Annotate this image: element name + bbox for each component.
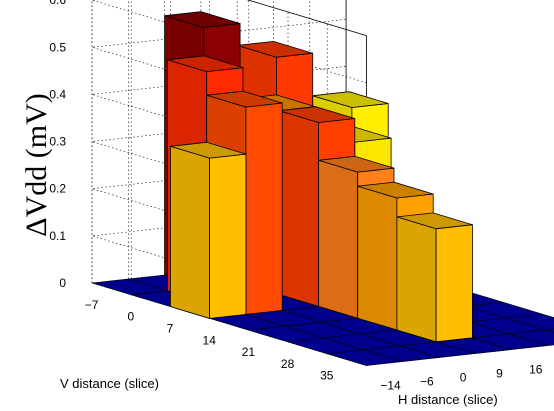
h-axis-label: H distance (slice) — [398, 392, 498, 407]
bar-side-face — [357, 185, 398, 331]
bar-top-face — [164, 11, 241, 28]
x-tick-labels: −14−6091624 — [380, 363, 543, 393]
y-tick-labels: −7 0 7 14 21 28 35 — [85, 298, 334, 383]
bar-front-face — [245, 102, 283, 315]
z-tick-label: 0.6 — [49, 0, 66, 7]
bar-front-face — [209, 153, 247, 319]
bar-side-face — [318, 159, 359, 319]
v-tick-label: 14 — [203, 333, 217, 347]
bar-front-face — [435, 224, 473, 343]
v-tick-label: −7 — [85, 298, 99, 312]
bar — [169, 141, 247, 319]
v-tick-label: 0 — [127, 310, 134, 324]
z-tick-label: 0.1 — [49, 229, 66, 243]
z-tick-label: 0.5 — [49, 40, 66, 54]
v-tick-label: 7 — [167, 322, 174, 336]
z-tick-label: 0.4 — [49, 87, 66, 101]
bar-top-face — [396, 212, 473, 230]
bar-side-face — [278, 110, 319, 307]
floor-tile — [508, 329, 554, 346]
bar-side-face — [169, 145, 211, 319]
h-tick-label: −14 — [380, 379, 401, 393]
chart-bars — [164, 11, 473, 343]
bar-top-face — [318, 155, 395, 173]
bar-top-face — [237, 40, 313, 58]
bar-side-face — [396, 216, 437, 343]
z-tick-labels: 00.10.20.30.40.50.60.7 — [49, 0, 66, 290]
bar-top-face — [312, 91, 389, 108]
bar — [396, 212, 473, 343]
z-tick-label: 0.3 — [49, 135, 66, 149]
bar-top-face — [279, 106, 355, 123]
v-tick-label: 21 — [242, 345, 256, 359]
z-tick-label: 0.2 — [49, 182, 66, 196]
axis-line — [246, 0, 367, 36]
z-tick-label: 0 — [59, 276, 66, 290]
v-tick-label: 28 — [281, 357, 295, 371]
bar-top-face — [170, 141, 247, 159]
h-tick-label: −6 — [420, 375, 434, 389]
bar-top-face — [167, 55, 244, 73]
v-axis-label: V distance (slice) — [60, 376, 159, 391]
z-axis-label: ΔVdd (mV) — [20, 93, 53, 236]
bar-top-face — [206, 90, 283, 108]
h-tick-label: 9 — [496, 367, 503, 381]
floor-tile — [544, 328, 554, 333]
grid-line — [91, 19, 367, 131]
h-tick-label: 0 — [460, 371, 467, 385]
v-tick-label: 35 — [320, 369, 334, 383]
h-tick-label: 16 — [529, 363, 543, 377]
floor-tile — [505, 313, 554, 331]
bar-top-face — [357, 181, 434, 199]
